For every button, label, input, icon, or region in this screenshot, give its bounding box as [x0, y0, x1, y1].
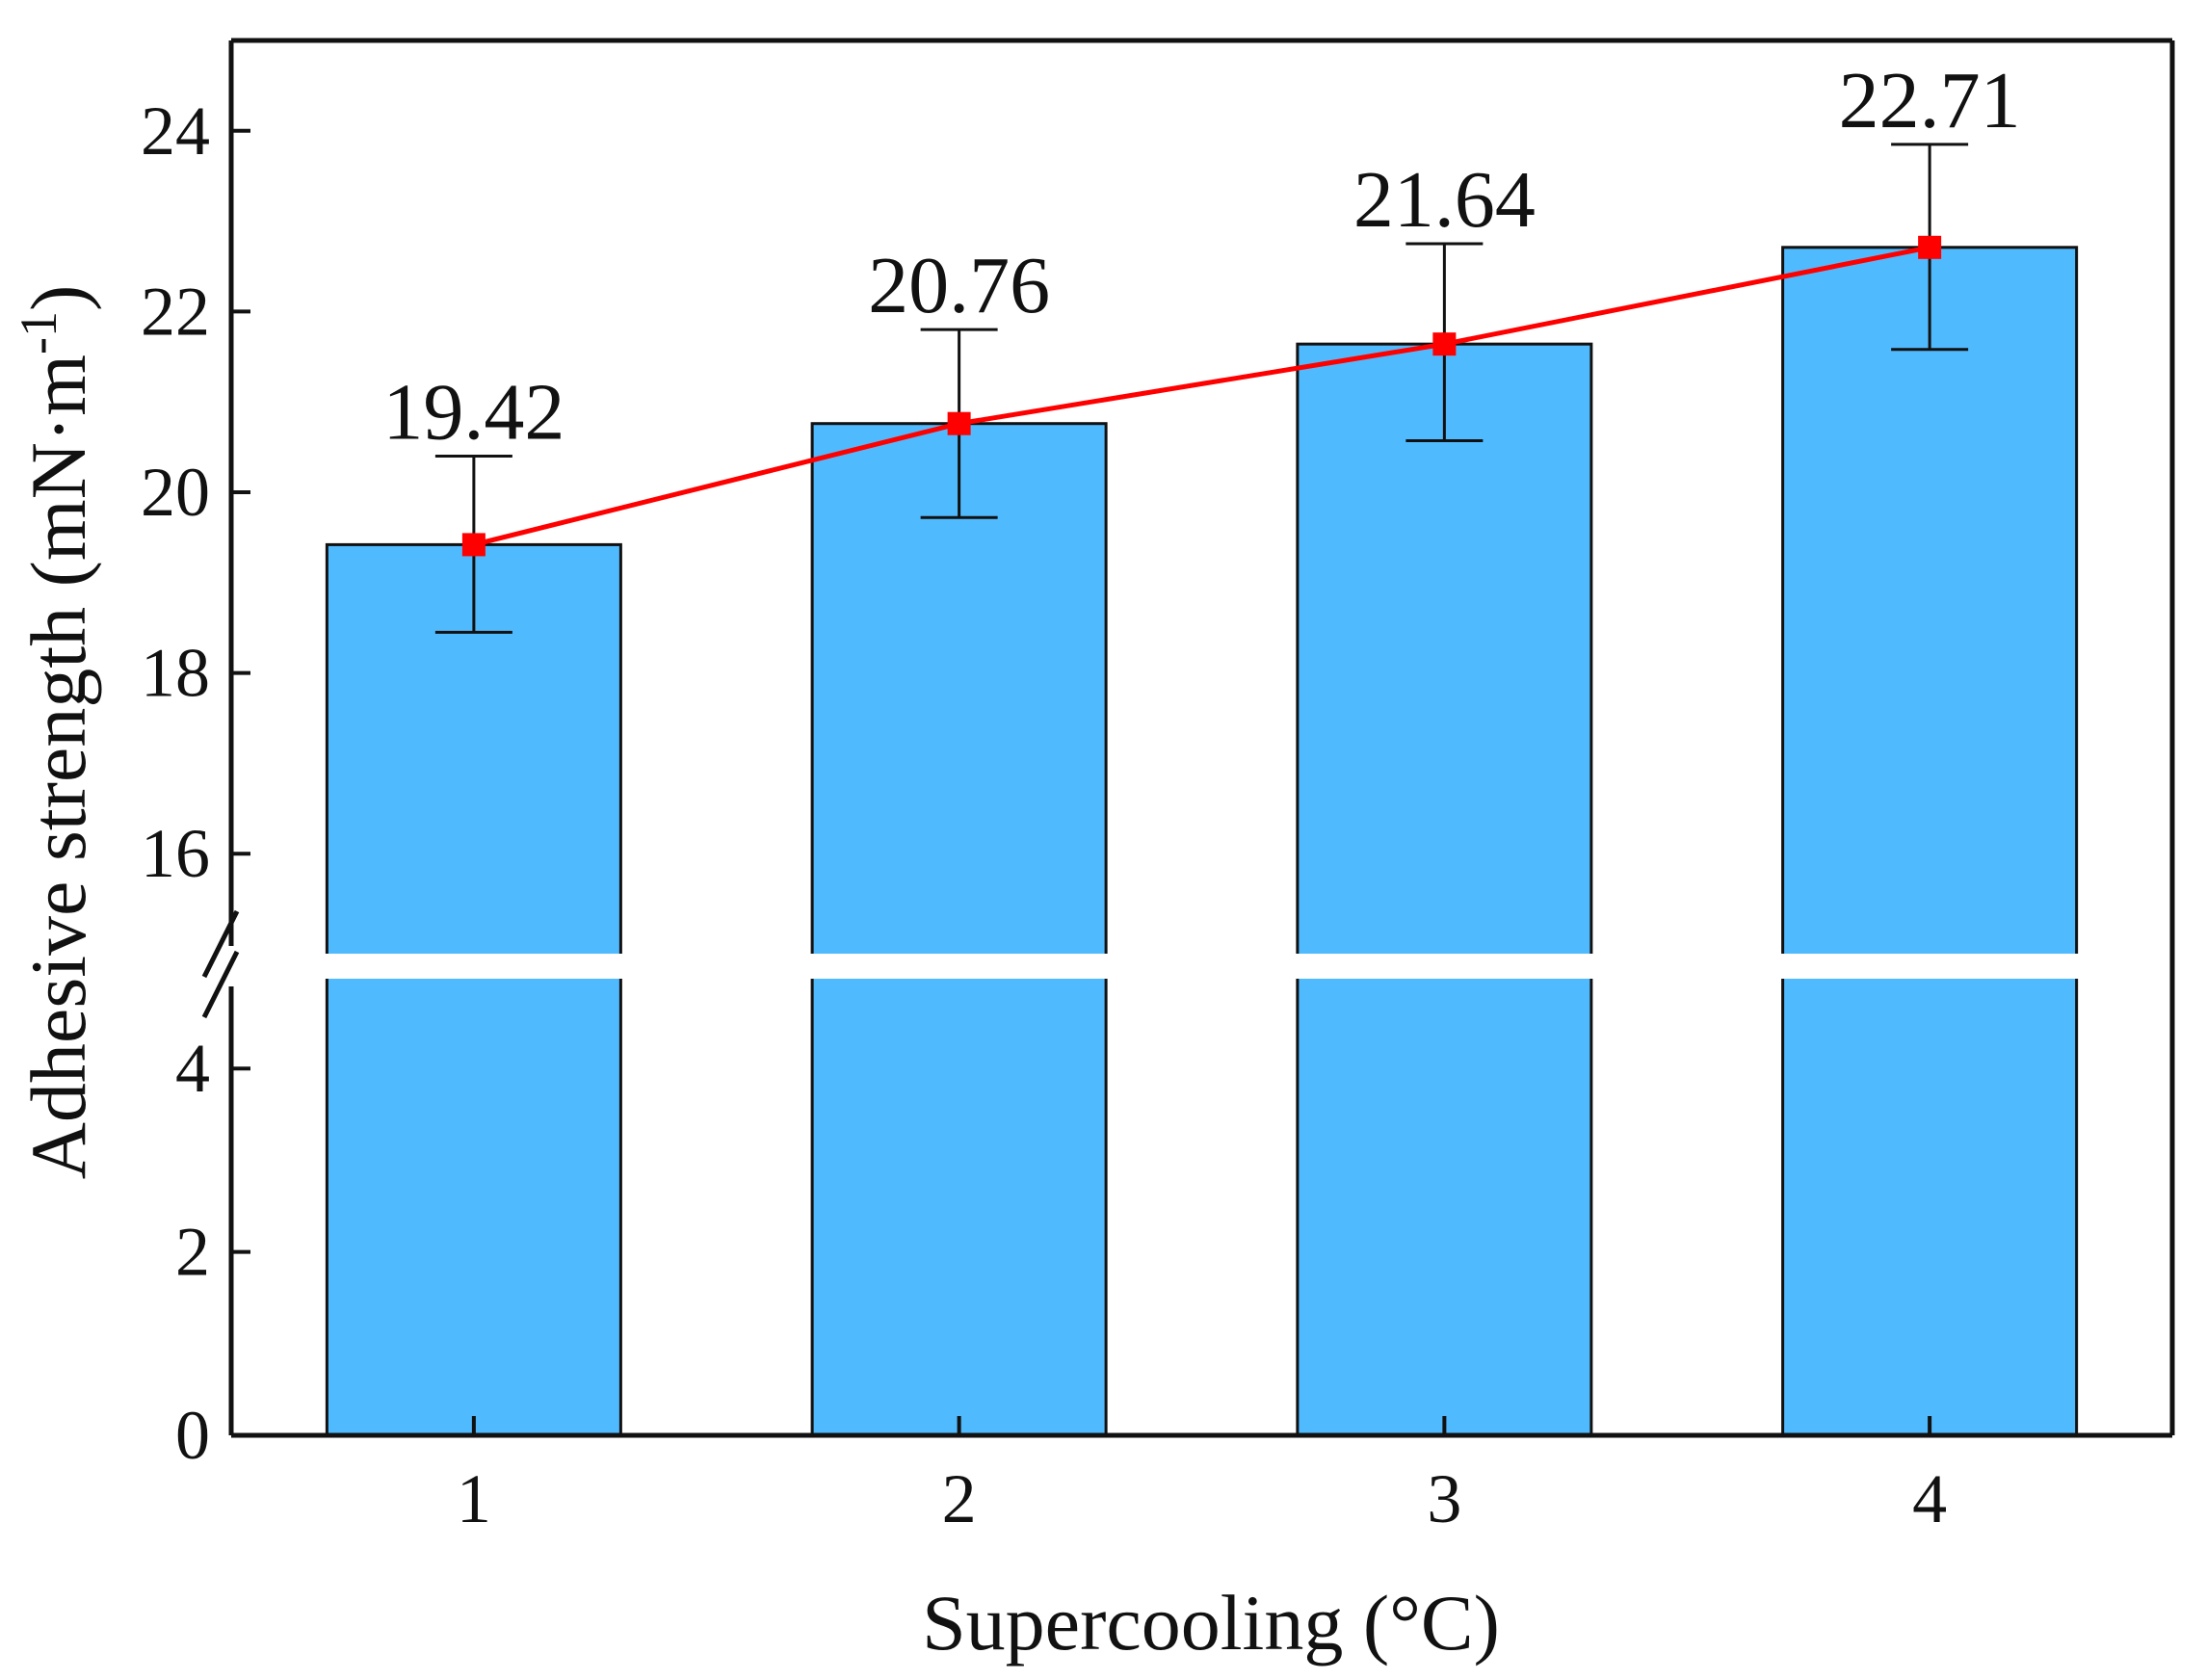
y-tick-label-0: 0 — [175, 1397, 210, 1474]
bar-2 — [810, 422, 1108, 1437]
data-label-2: 20.76 — [868, 241, 1050, 330]
x-ticks-group: 1 2 3 4 — [457, 1416, 1947, 1537]
axis-break-band — [233, 954, 2170, 979]
axes-group — [201, 38, 2175, 1438]
y-axis-title-main: Adhesive strength (mN·m — [14, 354, 102, 1179]
marker-4 — [1918, 235, 1942, 259]
marker-2 — [947, 411, 971, 435]
data-labels-group: 19.42 20.76 21.64 22.71 — [382, 56, 2020, 458]
x-axis-title: Supercooling (°C) — [922, 1579, 1500, 1667]
trend-line-group — [461, 235, 1942, 557]
axis-break-gap — [233, 954, 2170, 979]
y-tick-label-16: 16 — [141, 815, 210, 892]
y-axis-title-superscript: -1 — [10, 311, 67, 354]
y-tick-label-20: 20 — [141, 454, 210, 531]
marker-3 — [1432, 332, 1457, 356]
y-axis-title: Adhesive strength (mN·m-1) — [10, 285, 102, 1180]
x-tick-label-3: 3 — [1427, 1460, 1461, 1537]
x-tick-label-4: 4 — [1912, 1460, 1947, 1537]
bars-group — [325, 246, 2079, 1437]
data-label-3: 21.64 — [1353, 155, 1536, 245]
data-label-1: 19.42 — [382, 367, 565, 457]
x-tick-label-2: 2 — [942, 1460, 977, 1537]
bar-1 — [325, 542, 622, 1437]
y-tick-label-22: 22 — [141, 273, 210, 350]
y-tick-label-24: 24 — [141, 92, 210, 170]
y-axis-title-close: ) — [14, 285, 102, 311]
marker-1 — [461, 533, 486, 557]
bar-4 — [1781, 246, 2079, 1437]
error-bars-group — [434, 143, 1969, 634]
y-tick-label-2: 2 — [175, 1214, 210, 1291]
axis-break-slash-bottom — [201, 950, 240, 1019]
axis-break-slash-top — [201, 909, 240, 979]
data-label-4: 22.71 — [1839, 56, 2021, 145]
y-tick-label-4: 4 — [175, 1030, 210, 1107]
x-tick-label-1: 1 — [457, 1460, 491, 1537]
bar-3 — [1296, 342, 1593, 1437]
trend-line — [473, 245, 1930, 547]
y-tick-label-18: 18 — [141, 635, 210, 712]
